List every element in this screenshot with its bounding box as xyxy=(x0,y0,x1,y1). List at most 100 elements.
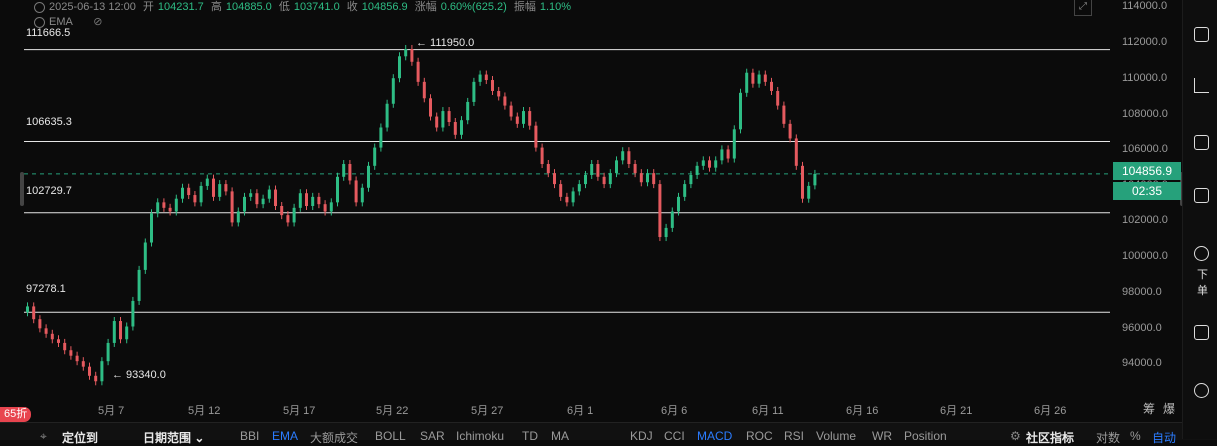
candle-body xyxy=(788,123,792,139)
candle-body xyxy=(212,178,215,197)
indicator-position[interactable]: Position xyxy=(904,429,947,443)
candle-body xyxy=(683,184,687,197)
candle-body xyxy=(739,92,742,130)
candle-body xyxy=(267,189,271,199)
candle-body xyxy=(677,196,680,212)
price-axis[interactable]: 114000.0 112000.0 110000.0 108000.0 1060… xyxy=(1110,0,1182,398)
history-icon[interactable] xyxy=(1194,135,1209,150)
date-range-dropdown[interactable]: 日期范围 ⌄ xyxy=(143,431,205,445)
chart-icon[interactable] xyxy=(1194,78,1209,93)
candle-body xyxy=(26,306,29,313)
time-axis[interactable]: 5月 7 5月 12 5月 17 5月 22 5月 27 6月 1 6月 6 6… xyxy=(0,398,1182,420)
candle-body xyxy=(559,184,563,197)
candle-body xyxy=(646,173,649,183)
order-book-icon[interactable] xyxy=(1194,27,1209,42)
community-indicators-button[interactable]: 社区指标 xyxy=(1026,431,1075,445)
candle-body xyxy=(509,105,513,117)
indicator-volume[interactable]: Volume xyxy=(816,429,857,443)
candle-body xyxy=(460,120,463,135)
candle-body xyxy=(81,361,85,367)
place-order-label[interactable]: 下单 xyxy=(1197,269,1208,297)
candle-body xyxy=(32,306,36,320)
indicator-sar[interactable]: SAR xyxy=(420,429,445,443)
log-scale-toggle[interactable]: 对数 xyxy=(1096,431,1121,445)
candle-body xyxy=(553,173,556,185)
amplitude-value: 1.10% xyxy=(539,1,572,13)
indicator-ema[interactable]: EMA xyxy=(272,429,299,443)
candle-body xyxy=(801,165,804,199)
indicator-boll[interactable]: BOLL xyxy=(375,429,406,443)
candle-body xyxy=(119,321,122,340)
chart-plot-area[interactable] xyxy=(24,0,1110,398)
candle-body xyxy=(367,165,370,188)
price-chart[interactable] xyxy=(24,0,1110,398)
fullscreen-icon[interactable]: ⤢ xyxy=(1074,0,1092,16)
indicator-kdj[interactable]: KDJ xyxy=(630,429,653,443)
calculator-icon[interactable] xyxy=(1194,188,1209,203)
indicator-bbi[interactable]: BBI xyxy=(240,429,260,443)
y-tick: 110000.0 xyxy=(1122,72,1168,84)
settings-icon[interactable]: ⚙ xyxy=(1010,429,1021,443)
indicator-large-trades[interactable]: 大额成交 xyxy=(310,431,359,445)
candle-body xyxy=(565,196,569,203)
candle-body xyxy=(608,173,612,185)
info-time: 2025-06-13 12:00 xyxy=(49,1,136,13)
indicator-toolbar: ⌖ 定位到 日期范围 ⌄ BBI EMA 大额成交 BOLL SAR Ichim… xyxy=(0,422,1217,445)
liquidation-button[interactable]: 爆 xyxy=(1163,402,1176,416)
candle-body xyxy=(112,321,116,343)
candle-body xyxy=(63,342,67,351)
indicator-wr[interactable]: WR xyxy=(872,429,892,443)
candle-body xyxy=(782,105,786,124)
flag-icon[interactable] xyxy=(1194,383,1209,398)
indicator-macd[interactable]: MACD xyxy=(697,429,733,443)
candle-body xyxy=(497,90,501,97)
indicator-cci[interactable]: CCI xyxy=(664,429,685,443)
indicator-ma[interactable]: MA xyxy=(551,429,569,443)
level-label: 97278.1 xyxy=(26,283,66,295)
indicator-row[interactable]: EMA ⊘ xyxy=(34,15,103,28)
candle-body xyxy=(447,111,451,123)
candle-body xyxy=(534,125,538,148)
indicator-ichimoku[interactable]: Ichimoku xyxy=(456,429,505,443)
candle-body xyxy=(255,193,259,205)
promo-badge[interactable]: 65折 xyxy=(0,407,32,422)
candle-body xyxy=(491,80,494,91)
collapse-icon[interactable] xyxy=(34,1,45,13)
candle-body xyxy=(311,196,315,206)
right-side-panel: 下单 xyxy=(1182,0,1217,439)
candle-body xyxy=(218,184,222,197)
candle-body xyxy=(398,56,401,79)
trade-icon[interactable] xyxy=(1194,246,1209,261)
indicator-roc[interactable]: ROC xyxy=(746,429,773,443)
y-tick: 114000.0 xyxy=(1122,0,1168,12)
eye-hidden-icon[interactable]: ⊘ xyxy=(93,16,103,28)
percent-scale-toggle[interactable]: % xyxy=(1130,429,1141,443)
candle-body xyxy=(174,198,178,212)
candle-body xyxy=(187,187,191,196)
candle-body xyxy=(100,361,104,382)
funding-icon[interactable] xyxy=(1194,325,1209,340)
candle-body xyxy=(540,147,544,165)
auto-scale-toggle[interactable]: 自动 xyxy=(1152,431,1177,445)
locate-button[interactable]: 定位到 xyxy=(62,431,99,445)
crosshair-icon[interactable]: ⌖ xyxy=(40,429,47,443)
candle-body xyxy=(150,213,153,243)
candle-body xyxy=(373,147,377,166)
indicator-toggle-icon[interactable] xyxy=(34,16,45,28)
indicator-td[interactable]: TD xyxy=(522,429,538,443)
chip-button[interactable]: 筹 xyxy=(1143,402,1156,416)
left-drag-handle[interactable] xyxy=(20,172,24,206)
candle-body xyxy=(57,339,60,343)
candle-body xyxy=(94,375,98,382)
candle-body xyxy=(453,122,457,135)
indicator-rsi[interactable]: RSI xyxy=(784,429,805,443)
candle-body xyxy=(664,227,668,238)
x-tick: 6月 21 xyxy=(940,405,973,417)
x-tick: 5月 27 xyxy=(471,405,504,417)
candle-body xyxy=(701,160,705,166)
candle-body xyxy=(422,81,426,99)
candle-body xyxy=(776,90,780,106)
y-tick: 108000.0 xyxy=(1122,108,1168,120)
level-label: 111666.5 xyxy=(26,27,71,39)
y-tick: 94000.0 xyxy=(1122,357,1162,369)
